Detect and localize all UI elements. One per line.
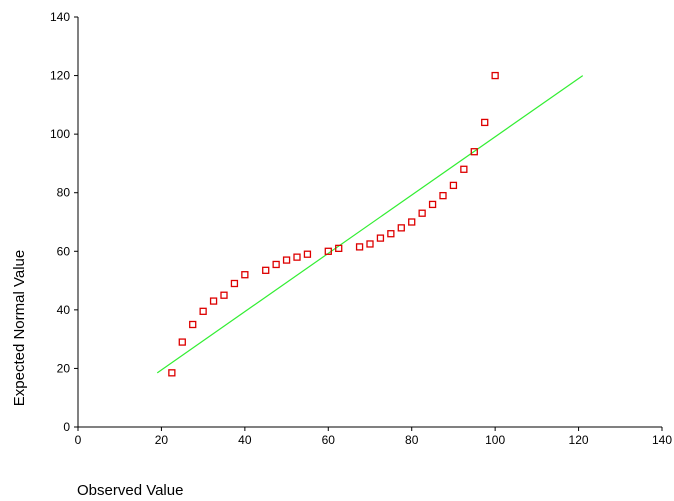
data-point bbox=[209, 297, 218, 305]
data-point bbox=[293, 253, 301, 261]
plot-marks bbox=[156, 71, 584, 377]
data-point bbox=[324, 247, 332, 255]
y-tick-label: 100 bbox=[50, 127, 70, 141]
data-point bbox=[262, 266, 270, 274]
data-point bbox=[397, 224, 405, 232]
data-point bbox=[199, 307, 207, 315]
data-point bbox=[230, 279, 239, 288]
y-axis-title: Expected Normal Value bbox=[11, 250, 28, 406]
reference-line bbox=[156, 75, 584, 374]
y-tick-label: 60 bbox=[57, 244, 71, 258]
data-point bbox=[408, 218, 416, 226]
data-point bbox=[335, 244, 343, 253]
data-point bbox=[428, 200, 437, 209]
data-point bbox=[220, 291, 228, 299]
x-axis-title: Observed Value bbox=[77, 482, 183, 499]
data-point bbox=[439, 191, 447, 200]
y-tick-label: 120 bbox=[50, 69, 70, 83]
y-tick-label: 140 bbox=[50, 10, 70, 24]
data-point bbox=[418, 209, 426, 217]
y-tick-label: 80 bbox=[57, 186, 71, 200]
data-point bbox=[355, 243, 364, 251]
y-tick-label: 20 bbox=[57, 361, 71, 375]
data-point bbox=[460, 165, 468, 173]
x-tick-label: 20 bbox=[155, 433, 169, 447]
data-point bbox=[470, 148, 478, 156]
data-point bbox=[282, 256, 291, 264]
x-tick-label: 40 bbox=[238, 433, 252, 447]
data-point bbox=[303, 250, 312, 258]
x-tick-label: 100 bbox=[485, 433, 505, 447]
x-tick-label: 60 bbox=[322, 433, 336, 447]
data-point bbox=[449, 181, 458, 190]
data-point bbox=[491, 71, 499, 80]
data-point bbox=[168, 369, 176, 377]
x-tick-label: 80 bbox=[405, 433, 419, 447]
data-point bbox=[376, 234, 385, 242]
data-point bbox=[189, 320, 197, 329]
data-point bbox=[481, 118, 489, 127]
y-ticks: 0 20 40 60 80 100 120 140 bbox=[50, 10, 78, 434]
data-point bbox=[272, 260, 280, 269]
data-point bbox=[241, 271, 249, 279]
x-ticks: 0 20 40 60 80 100 120 140 bbox=[75, 427, 672, 447]
x-tick-label: 140 bbox=[652, 433, 672, 447]
data-point bbox=[387, 230, 395, 238]
y-tick-label: 0 bbox=[63, 420, 70, 434]
y-tick-label: 40 bbox=[57, 303, 71, 317]
data-point bbox=[178, 338, 186, 346]
data-point bbox=[366, 240, 374, 248]
x-tick-label: 0 bbox=[75, 433, 82, 447]
x-tick-label: 120 bbox=[569, 433, 589, 447]
